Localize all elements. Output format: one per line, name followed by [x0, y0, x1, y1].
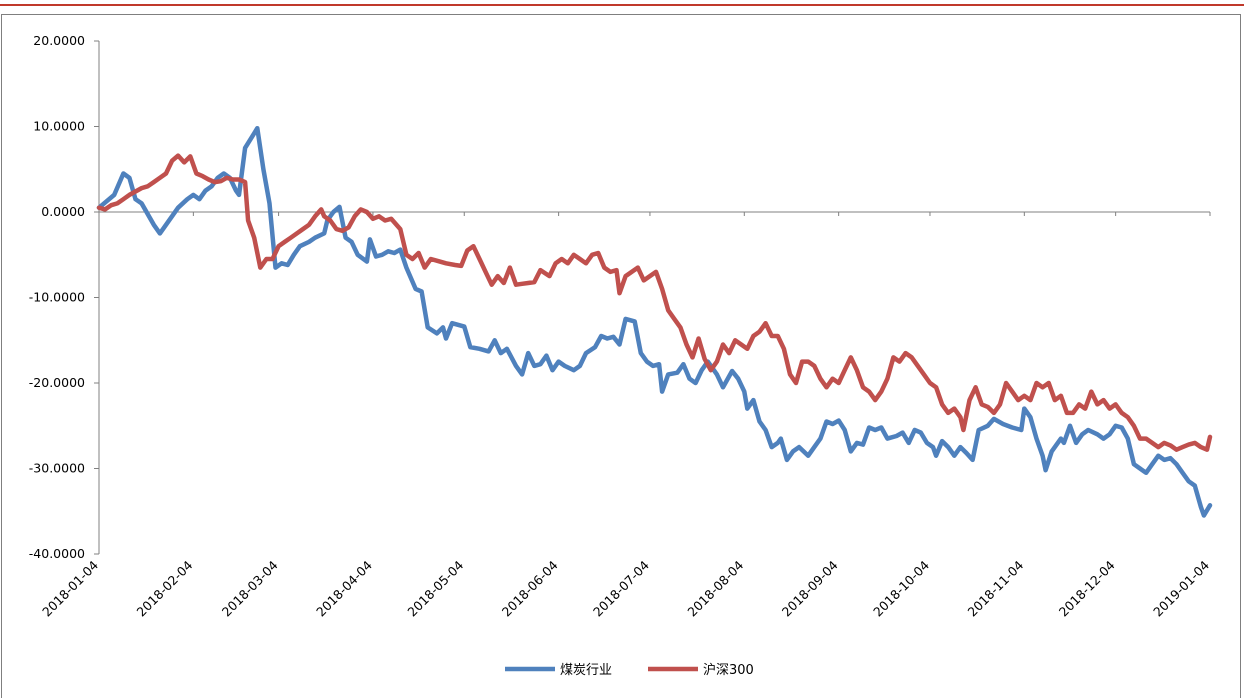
legend-label-2: 沪深300	[703, 662, 754, 678]
x-tick-label: 2018-04-04	[313, 557, 375, 619]
x-tick-label: 2019-01-04	[1150, 557, 1212, 619]
x-tick-label: 2018-10-04	[870, 557, 932, 619]
y-tick-label: -40.0000	[29, 546, 85, 561]
x-tick-label: 2018-01-04	[39, 557, 101, 619]
chart-frame	[1, 14, 1241, 698]
legend: 煤炭行业 沪深300	[505, 662, 754, 678]
header-rule	[0, 4, 1244, 6]
x-tick-label: 2018-02-04	[133, 557, 195, 619]
series-layer	[96, 125, 1213, 518]
x-tick-label: 2018-05-04	[404, 557, 466, 619]
x-axis: 2018-01-04 2018-02-04 2018-03-04 2018-04-04…	[39, 211, 1212, 619]
y-axis: 20.0000 10.0000 0.0000 -10.0000 -20.0000 -30.…	[29, 33, 100, 561]
legend-label-1: 煤炭行业	[560, 663, 612, 678]
y-tick-label: 20.0000	[33, 33, 85, 48]
series-line-2	[96, 153, 1213, 452]
y-tick-label: 0.0000	[41, 204, 85, 219]
y-tick-label: -20.0000	[29, 375, 85, 390]
x-tick-label: 2018-06-04	[499, 557, 561, 619]
y-tick-label: -30.0000	[29, 461, 85, 476]
x-tick-label: 2018-12-04	[1056, 557, 1118, 619]
x-tick-label: 2018-11-04	[964, 557, 1026, 619]
x-tick-label: 2018-03-04	[219, 557, 281, 619]
series-line-1	[96, 125, 1213, 518]
x-tick-label: 2018-08-04	[684, 557, 746, 619]
y-tick-label: -10.0000	[29, 290, 85, 305]
y-tick-label: 10.0000	[33, 119, 85, 134]
x-tick-label: 2018-09-04	[779, 557, 841, 619]
x-tick-label: 2018-07-04	[590, 557, 652, 619]
